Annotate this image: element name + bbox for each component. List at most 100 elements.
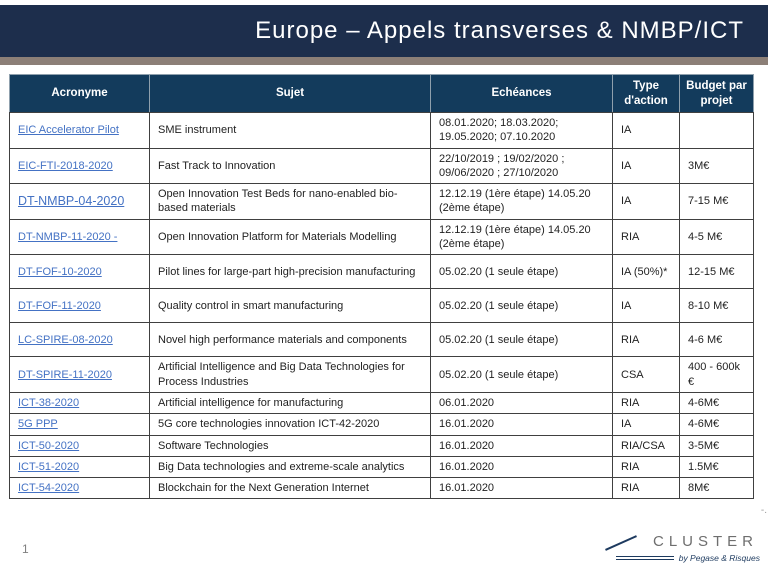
- type-cell: IA: [612, 112, 680, 149]
- column-header: Type d'action: [612, 74, 680, 113]
- table-header-row: Acronyme Sujet Echéances Type d'action Budge…: [9, 74, 754, 113]
- acronym-cell: EIC Accelerator Pilot: [9, 112, 150, 149]
- budget-cell: [679, 112, 754, 149]
- echeances-cell: 16.01.2020: [430, 477, 613, 500]
- calls-table: Acronyme Sujet Echéances Type d'action Budge…: [9, 74, 754, 500]
- acronym-cell: DT-FOF-10-2020: [9, 254, 150, 290]
- table-body: EIC Accelerator Pilot SME instrument 08.01…: [9, 112, 754, 500]
- table-row: DT-FOF-10-2020 Pilot lines for large-part…: [9, 254, 754, 290]
- type-cell: IA: [612, 288, 680, 324]
- column-header: Sujet: [149, 74, 431, 113]
- budget-cell: 3M€: [679, 147, 754, 185]
- table-row: DT-FOF-11-2020 Quality control in smart m…: [9, 288, 754, 324]
- acronym-link[interactable]: ICT-38-2020: [18, 396, 80, 409]
- budget-cell: 7-15 M€: [679, 183, 754, 220]
- double-rule-icon: [615, 556, 674, 560]
- sujet-cell: Pilot lines for large-part high-precisio…: [149, 254, 431, 290]
- acronym-cell: DT-NMBP-04-2020: [9, 183, 150, 220]
- budget-cell: 3-5M€: [679, 434, 754, 457]
- type-cell: CSA: [612, 356, 680, 393]
- page-number: 1: [22, 542, 29, 556]
- table-row: EIC-FTI-2018-2020 Fast Track to Innovatio…: [9, 147, 754, 185]
- acronym-link[interactable]: 5G PPP: [18, 418, 58, 431]
- echeances-cell: 16.01.2020: [430, 434, 613, 457]
- acronym-link[interactable]: DT-FOF-11-2020: [18, 299, 101, 312]
- cluster-tagline-text: by Pegase & Risques: [678, 553, 760, 563]
- cluster-logo-tagline: by Pegase & Risques: [602, 553, 760, 563]
- budget-cell: 4-6 M€: [679, 322, 754, 358]
- acronym-cell: DT-FOF-11-2020: [9, 288, 150, 324]
- acronym-cell: EIC-FTI-2018-2020: [9, 147, 150, 185]
- table-row: ICT-38-2020 Artificial intelligence for m…: [9, 391, 754, 415]
- slash-icon: [605, 535, 637, 551]
- edge-mark: -.: [760, 505, 767, 516]
- acronym-link[interactable]: EIC-FTI-2018-2020: [18, 159, 113, 172]
- acronym-link[interactable]: DT-NMBP-11-2020 -: [18, 230, 118, 243]
- budget-cell: 1.5M€: [679, 455, 754, 479]
- table-row: ICT-54-2020 Blockchain for the Next Gener…: [9, 477, 754, 500]
- sujet-cell: Open Innovation Platform for Materials M…: [149, 218, 431, 256]
- budget-cell: 8-10 M€: [679, 288, 754, 324]
- acronym-link[interactable]: EIC Accelerator Pilot: [18, 124, 119, 137]
- budget-cell: 4-6M€: [679, 391, 754, 415]
- acronym-cell: ICT-50-2020: [9, 434, 150, 457]
- acronym-link[interactable]: ICT-50-2020: [18, 439, 80, 452]
- echeances-cell: 12.12.19 (1ère étape) 14.05.20 (2ème éta…: [430, 183, 613, 220]
- page-title: Europe – Appels transverses & NMBP/ICT: [255, 17, 744, 44]
- echeances-cell: 06.01.2020: [430, 391, 613, 415]
- acronym-link[interactable]: DT-NMBP-04-2020: [18, 194, 125, 209]
- sujet-cell: Big Data technologies and extreme-scale …: [149, 455, 431, 479]
- type-cell: RIA: [612, 218, 680, 256]
- acronym-cell: DT-SPIRE-11-2020: [9, 356, 150, 393]
- echeances-cell: 08.01.2020; 18.03.2020; 19.05.2020; 07.1…: [430, 112, 613, 149]
- sujet-cell: 5G core technologies innovation ICT-42-2…: [149, 413, 431, 436]
- sujet-cell: SME instrument: [149, 112, 431, 149]
- table-row: ICT-51-2020 Big Data technologies and ext…: [9, 455, 754, 479]
- type-cell: RIA: [612, 322, 680, 358]
- type-cell: IA (50%)*: [612, 254, 680, 290]
- acronym-link[interactable]: ICT-54-2020: [18, 482, 80, 495]
- budget-cell: 400 - 600k €: [679, 356, 754, 393]
- cluster-logo-text: CLUSTER: [652, 533, 758, 550]
- type-cell: IA: [612, 147, 680, 185]
- acronym-link[interactable]: DT-SPIRE-11-2020: [18, 368, 112, 381]
- acronym-link[interactable]: LC-SPIRE-08-2020: [18, 333, 113, 346]
- table-row: 5G PPP 5G core technologies innovation IC…: [9, 413, 754, 436]
- sujet-cell: Novel high performance materials and com…: [149, 322, 431, 358]
- sujet-cell: Blockchain for the Next Generation Inter…: [149, 477, 431, 500]
- table-row: DT-SPIRE-11-2020 Artificial Intelligence …: [9, 356, 754, 393]
- echeances-cell: 05.02.20 (1 seule étape): [430, 356, 613, 393]
- acronym-cell: ICT-51-2020: [9, 455, 150, 479]
- budget-cell: 4-5 M€: [679, 218, 754, 256]
- budget-cell: 4-6M€: [679, 413, 754, 436]
- sujet-cell: Artificial intelligence for manufacturin…: [149, 391, 431, 415]
- sujet-cell: Open Innovation Test Beds for nano-enabl…: [149, 183, 431, 220]
- title-bar: Europe – Appels transverses & NMBP/ICT: [0, 5, 768, 57]
- type-cell: RIA: [612, 455, 680, 479]
- acronym-link[interactable]: DT-FOF-10-2020: [18, 265, 102, 278]
- type-cell: RIA/CSA: [612, 434, 680, 457]
- cluster-logo-top: CLUSTER: [602, 533, 760, 551]
- column-header: Acronyme: [9, 74, 150, 113]
- type-cell: RIA: [612, 477, 680, 500]
- table-row: DT-NMBP-11-2020 - Open Innovation Platfor…: [9, 218, 754, 256]
- table-row: ICT-50-2020 Software Technologies 16.01.20…: [9, 434, 754, 457]
- table-row: DT-NMBP-04-2020 Open Innovation Test Beds…: [9, 183, 754, 220]
- sujet-cell: Quality control in smart manufacturing: [149, 288, 431, 324]
- column-header: Budget par projet: [679, 74, 754, 113]
- acronym-cell: LC-SPIRE-08-2020: [9, 322, 150, 358]
- echeances-cell: 05.02.20 (1 seule étape): [430, 322, 613, 358]
- type-cell: IA: [612, 413, 680, 436]
- accent-stripe: [0, 57, 768, 65]
- column-header: Echéances: [430, 74, 613, 113]
- type-cell: IA: [612, 183, 680, 220]
- budget-cell: 8M€: [679, 477, 754, 500]
- acronym-cell: DT-NMBP-11-2020 -: [9, 218, 150, 256]
- budget-cell: 12-15 M€: [679, 254, 754, 290]
- echeances-cell: 05.02.20 (1 seule étape): [430, 254, 613, 290]
- acronym-link[interactable]: ICT-51-2020: [18, 460, 80, 473]
- type-cell: RIA: [612, 391, 680, 415]
- echeances-cell: 16.01.2020: [430, 455, 613, 479]
- cluster-logo: CLUSTER by Pegase & Risques: [602, 533, 760, 563]
